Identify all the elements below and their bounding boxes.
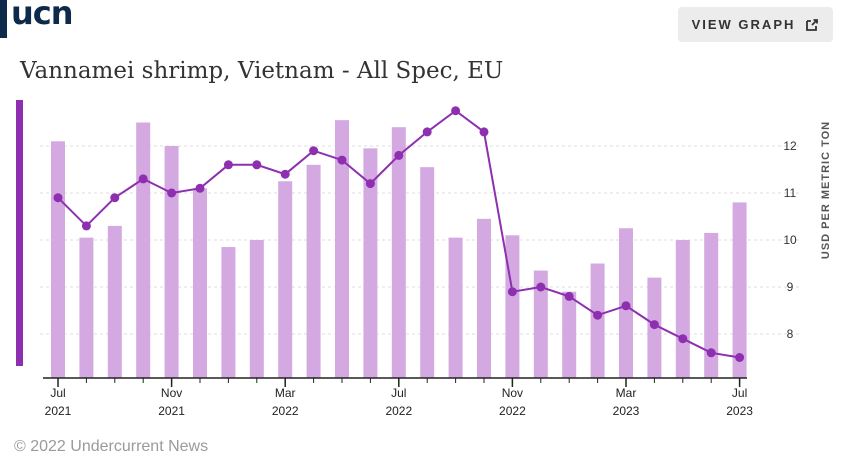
line-point — [536, 282, 546, 292]
bar — [675, 240, 690, 378]
line-point — [81, 221, 91, 231]
line-point — [706, 348, 716, 358]
x-tick-year: 2022 — [272, 404, 299, 418]
x-tick-month: Jul — [50, 386, 65, 400]
bar — [306, 164, 321, 378]
line-point — [309, 146, 319, 156]
x-axis: Jul 2021 Nov 2021 Mar 2022 Jul 2022 Nov 2022 Mar 20… — [43, 377, 753, 418]
line-point — [53, 193, 63, 203]
bar — [420, 167, 435, 378]
line-point — [365, 179, 375, 189]
bar — [505, 235, 520, 378]
bar — [704, 232, 719, 378]
external-link-icon — [806, 18, 819, 31]
bar — [221, 247, 236, 378]
bar — [79, 237, 94, 378]
y-tick-label: 10 — [783, 233, 797, 247]
logo-accent-bar — [0, 0, 7, 38]
line-point — [621, 301, 631, 311]
x-tick-year: 2023 — [726, 404, 753, 418]
x-tick-year: 2021 — [45, 404, 72, 418]
line-point — [479, 127, 489, 137]
x-tick-year: 2021 — [158, 404, 185, 418]
line-point — [337, 155, 347, 165]
bar — [335, 120, 349, 379]
bar — [107, 225, 122, 378]
line-point — [138, 174, 148, 184]
line-point — [280, 169, 290, 179]
chart-title: Vannamei shrimp, Vietnam - All Spec, EU — [20, 58, 504, 84]
x-tick-month: Jul — [391, 386, 406, 400]
line-point — [451, 106, 461, 116]
y-tick-label: 8 — [787, 327, 794, 341]
line-point — [223, 160, 233, 170]
line-point — [507, 287, 517, 297]
bar — [391, 127, 406, 378]
y-tick-label: 9 — [787, 280, 794, 294]
bar — [164, 146, 179, 378]
line-point — [394, 150, 404, 160]
bar — [363, 148, 378, 378]
y-axis-title: USD PER METRIC TON — [820, 121, 832, 259]
bar — [477, 218, 491, 378]
view-graph-label: VIEW GRAPH — [691, 17, 796, 32]
bar — [590, 263, 605, 378]
line-point — [735, 353, 745, 362]
bar — [51, 141, 65, 378]
bar — [533, 270, 548, 378]
copyright-footer: © 2022 Undercurrent News — [14, 438, 209, 455]
x-tick-month: Nov — [502, 386, 523, 400]
bar-series — [51, 120, 747, 379]
line-point — [593, 310, 603, 320]
bar — [562, 291, 577, 378]
line-point — [252, 160, 262, 170]
x-tick-year: 2023 — [613, 404, 640, 418]
line-point — [167, 188, 177, 198]
x-tick-month: Jul — [732, 386, 747, 400]
line-point — [564, 291, 574, 301]
x-tick-year: 2022 — [499, 404, 526, 418]
line-point — [678, 334, 688, 344]
bar — [732, 202, 747, 378]
line-point — [649, 320, 659, 330]
y-tick-label: 12 — [783, 139, 797, 153]
bar — [448, 237, 463, 378]
x-tick-month: Mar — [275, 386, 296, 400]
view-graph-button[interactable]: VIEW GRAPH — [678, 7, 833, 42]
x-tick-month: Mar — [616, 386, 637, 400]
x-tick-month: Nov — [161, 386, 182, 400]
line-point — [110, 193, 120, 203]
bar — [193, 188, 207, 378]
y-tick-label: 11 — [784, 186, 797, 200]
brand-logo[interactable]: ucn — [11, 0, 74, 32]
bar — [249, 240, 264, 378]
bar — [278, 181, 293, 378]
x-tick-year: 2022 — [385, 404, 412, 418]
y-axis: 8 9 10 11 12 — [783, 139, 797, 341]
line-series — [53, 106, 745, 362]
line-point — [422, 127, 432, 137]
line-point — [195, 183, 205, 193]
bar — [136, 122, 151, 378]
chart-accent-bar — [16, 100, 23, 366]
